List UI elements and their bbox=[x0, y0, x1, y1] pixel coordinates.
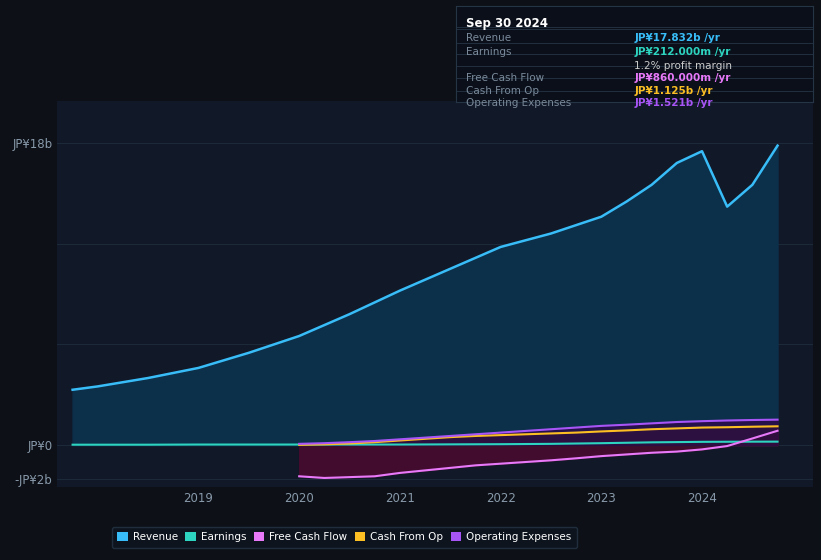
Text: JP¥1.521b /yr: JP¥1.521b /yr bbox=[635, 98, 713, 108]
Text: JP¥17.832b /yr: JP¥17.832b /yr bbox=[635, 32, 720, 43]
Text: 1.2% profit margin: 1.2% profit margin bbox=[635, 60, 732, 71]
Text: Operating Expenses: Operating Expenses bbox=[466, 98, 571, 108]
Text: Earnings: Earnings bbox=[466, 48, 511, 58]
Text: JP¥212.000m /yr: JP¥212.000m /yr bbox=[635, 48, 731, 58]
Text: Free Cash Flow: Free Cash Flow bbox=[466, 73, 544, 83]
Text: JP¥1.125b /yr: JP¥1.125b /yr bbox=[635, 86, 713, 96]
Text: Cash From Op: Cash From Op bbox=[466, 86, 539, 96]
Text: Revenue: Revenue bbox=[466, 32, 511, 43]
Text: JP¥860.000m /yr: JP¥860.000m /yr bbox=[635, 73, 731, 83]
Text: Sep 30 2024: Sep 30 2024 bbox=[466, 17, 548, 30]
Legend: Revenue, Earnings, Free Cash Flow, Cash From Op, Operating Expenses: Revenue, Earnings, Free Cash Flow, Cash … bbox=[112, 527, 577, 548]
